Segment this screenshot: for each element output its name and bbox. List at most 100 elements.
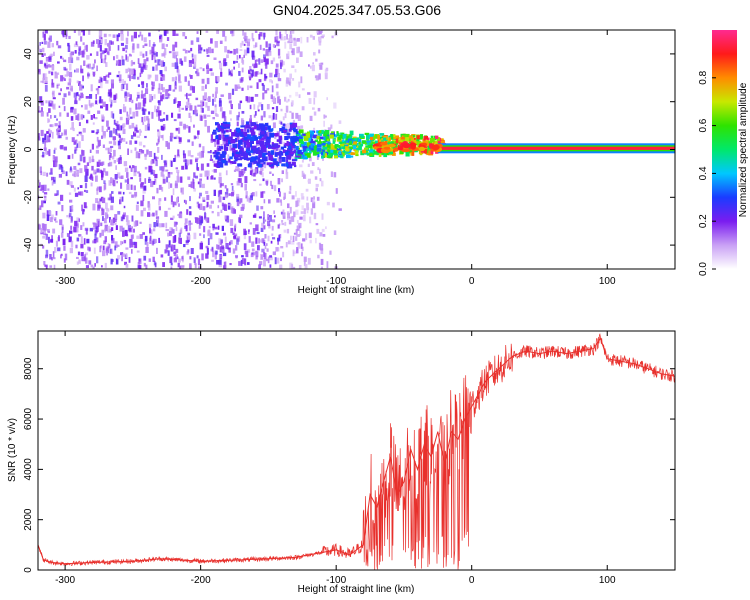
heatmap-cell: [104, 262, 107, 268]
heatmap-cell: [144, 166, 148, 170]
heatmap-cell: [142, 194, 145, 201]
heatmap-cell: [295, 112, 299, 119]
heatmap-cell: [189, 265, 192, 269]
heatmap-peak: [380, 141, 388, 146]
heatmap-cell: [133, 171, 137, 177]
heatmap-cell: [215, 232, 219, 235]
heatmap-cell: [313, 127, 316, 130]
heatmap-cell: [141, 116, 144, 123]
heatmap-cell: [118, 135, 121, 139]
heatmap-cell: [161, 154, 163, 160]
heatmap-cell: [70, 116, 74, 121]
heatmap-cell: [236, 181, 240, 186]
x-tick-label: 100: [599, 276, 616, 287]
heatmap-cell: [323, 120, 325, 127]
heatmap-cell: [148, 40, 151, 47]
heatmap-cell: [229, 241, 231, 246]
heatmap-cell: [185, 224, 188, 232]
heatmap-cell: [251, 248, 255, 252]
heatmap-cell: [258, 164, 263, 168]
heatmap-cell: [205, 30, 209, 33]
heatmap-cell: [329, 134, 334, 139]
heatmap-cell: [81, 30, 84, 33]
heatmap-cell: [301, 251, 303, 257]
heatmap-cell: [195, 97, 199, 101]
heatmap-cell: [204, 120, 207, 127]
heatmap-cell: [74, 146, 78, 151]
heatmap-cell: [124, 44, 128, 50]
heatmap-cell: [175, 248, 179, 253]
heatmap-cell: [158, 114, 160, 121]
heatmap-cell: [301, 154, 306, 158]
heatmap-cell: [223, 203, 226, 210]
heatmap-cell: [38, 137, 41, 141]
heatmap-cell: [266, 162, 272, 166]
heatmap-cell: [405, 151, 410, 157]
heatmap-cell: [290, 235, 292, 241]
heatmap-cell: [123, 80, 126, 85]
heatmap-cell: [159, 36, 163, 43]
heatmap-cell: [306, 142, 312, 148]
heatmap-cell: [118, 158, 121, 165]
spectrogram-x-ticks: -300 -200 -100 0 100: [55, 30, 616, 287]
heatmap-cell: [81, 85, 84, 89]
heatmap-cell: [114, 214, 118, 221]
heatmap-cell: [253, 172, 256, 177]
heatmap-cell: [112, 180, 116, 187]
heatmap-cell: [102, 135, 106, 139]
heatmap-cell: [275, 83, 279, 89]
heatmap-cell: [227, 49, 230, 54]
heatmap-cell: [263, 242, 266, 246]
heatmap-cell: [287, 98, 290, 102]
heatmap-cell: [373, 135, 376, 141]
heatmap-cell: [68, 212, 72, 217]
heatmap-cell: [207, 96, 211, 102]
heatmap-cell: [126, 184, 130, 190]
heatmap-cell: [122, 79, 124, 85]
heatmap-cell: [151, 159, 155, 164]
heatmap-cell: [262, 178, 265, 182]
heatmap-cell: [153, 55, 156, 60]
heatmap-cell: [214, 150, 217, 153]
heatmap-cell: [132, 111, 135, 119]
heatmap-cell: [215, 127, 220, 131]
heatmap-cell: [324, 130, 330, 135]
heatmap-cell: [250, 253, 254, 258]
heatmap-cell: [151, 54, 154, 61]
heatmap-cell: [306, 37, 309, 43]
heatmap-cell: [253, 114, 256, 118]
heatmap-cell: [92, 122, 95, 125]
heatmap-cell: [84, 254, 87, 261]
heatmap-cell: [318, 139, 321, 144]
heatmap-cell: [243, 143, 246, 148]
heatmap-cell: [260, 59, 264, 63]
heatmap-cell: [250, 122, 256, 127]
heatmap-cell: [207, 151, 211, 154]
heatmap-cell: [121, 59, 125, 66]
heatmap-cell: [79, 185, 83, 188]
heatmap-cell: [188, 126, 191, 133]
heatmap-cell: [52, 257, 56, 260]
heatmap-cell: [141, 81, 145, 85]
heatmap-cell: [171, 77, 175, 82]
heatmap-cell: [176, 169, 180, 174]
heatmap-cell: [236, 115, 240, 121]
heatmap-cell: [321, 129, 324, 134]
heatmap-cell: [189, 85, 193, 91]
heatmap-cell: [207, 238, 210, 245]
heatmap-cell: [223, 232, 226, 236]
heatmap-cell: [71, 137, 75, 143]
heatmap-cell: [207, 229, 211, 236]
heatmap-cell: [284, 149, 289, 153]
heatmap-cell: [277, 224, 280, 229]
heatmap-cell: [150, 169, 154, 175]
heatmap-cell: [160, 60, 164, 67]
heatmap-cell: [78, 81, 81, 86]
heatmap-cell: [161, 43, 165, 50]
heatmap-cell: [423, 148, 428, 154]
y-tick-label: 4000: [23, 458, 34, 481]
heatmap-cell: [235, 132, 240, 137]
heatmap-cell: [280, 257, 282, 262]
heatmap-cell: [157, 87, 161, 94]
heatmap-cell: [148, 258, 151, 262]
